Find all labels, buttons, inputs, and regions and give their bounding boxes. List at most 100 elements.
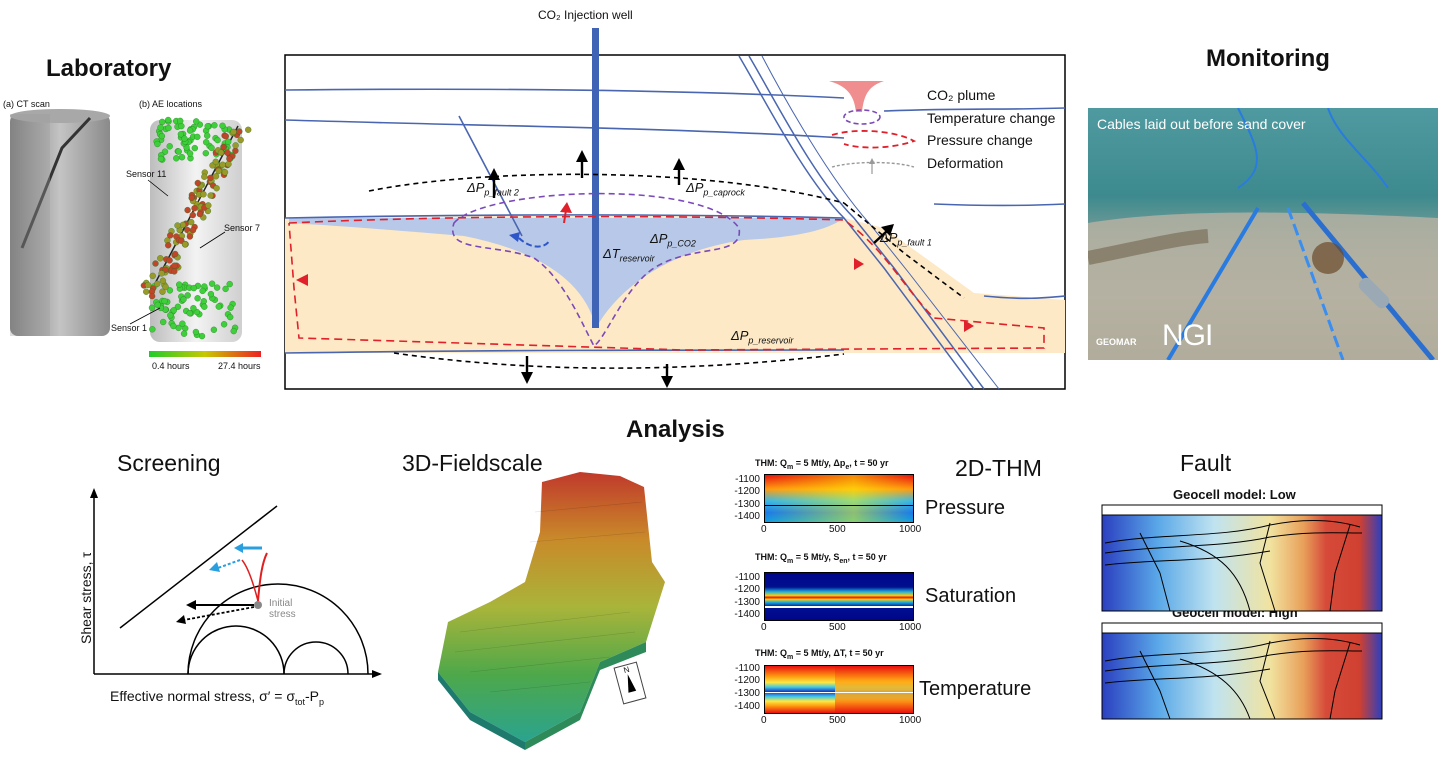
ae-event-dot <box>174 222 181 229</box>
ae-event-dot <box>191 205 198 212</box>
thm-pressure-x0: 0 <box>761 524 767 535</box>
ae-event-dot <box>201 303 208 310</box>
ae-cylinder <box>140 116 252 342</box>
monitoring-photo: Cables laid out before sand cover GEOMAR… <box>1088 108 1438 360</box>
ae-event-dot <box>227 313 234 321</box>
ae-event-dot <box>193 118 200 125</box>
ae-event-dot <box>213 185 220 192</box>
time-min-label: 0.4 hours <box>152 361 190 371</box>
ae-event-dot <box>181 135 188 142</box>
legend-pressure: Pressure change <box>927 132 1033 148</box>
ae-event-dot <box>207 290 215 298</box>
thm-temp-x1000: 1000 <box>899 715 922 726</box>
ae-event-dot <box>191 144 198 152</box>
ae-event-dot <box>159 118 166 126</box>
thm-sat-tick-1400: -1400 <box>734 609 760 620</box>
ae-event-dot <box>204 123 211 130</box>
ae-event-dot <box>154 140 161 148</box>
ae-event-dot <box>190 284 197 292</box>
ae-event-dot <box>222 285 229 293</box>
ae-event-dot <box>161 297 168 305</box>
ae-event-dot <box>152 260 159 267</box>
ae-event-dot <box>208 144 215 152</box>
ae-event-dot <box>165 242 172 249</box>
fieldscale-model <box>438 472 665 750</box>
ae-event-dot <box>157 155 165 163</box>
ae-event-dot <box>167 232 174 239</box>
thm-saturation-title: THM: Qm = 5 Mt/y, Sen, t = 50 yr <box>755 552 887 565</box>
ae-event-dot <box>217 149 225 156</box>
ae-event-dot <box>232 142 239 149</box>
ae-event-dot <box>160 318 167 326</box>
ae-event-dot <box>167 312 174 319</box>
ae-event-dot <box>215 303 222 310</box>
ae-event-dot <box>212 173 220 180</box>
ae-event-dot <box>170 322 177 330</box>
thm-temp-x0: 0 <box>761 715 767 726</box>
legend-plume: CO₂ plume <box>927 87 996 103</box>
thm-pressure-tick-1200: -1200 <box>734 486 760 497</box>
thm-saturation-line <box>765 606 913 608</box>
geocell-models <box>1101 504 1383 720</box>
sensor-11-label: Sensor 11 <box>126 169 167 179</box>
ae-event-dot <box>208 280 216 287</box>
ae-event-dot <box>201 173 208 180</box>
thm-pressure-tick-1100: -1100 <box>735 474 760 485</box>
thm-temp-tick-1300: -1300 <box>734 688 760 699</box>
ae-event-dot <box>158 270 165 277</box>
ae-event-dot <box>175 148 182 155</box>
ae-event-dot <box>219 122 226 129</box>
ae-event-dot <box>171 262 178 269</box>
monitoring-caption: Cables laid out before sand cover <box>1097 116 1306 132</box>
thm-pressure-title: THM: Qm = 5 Mt/y, Δpe, t = 50 yr <box>755 458 889 471</box>
thm-pressure-line <box>765 505 913 506</box>
ae-event-dot <box>199 287 206 295</box>
ct-scan-label: (a) CT scan <box>3 99 50 109</box>
ae-event-dot <box>232 147 239 154</box>
north-arrow-icon <box>623 673 637 693</box>
ct-scan-cylinder <box>10 109 110 336</box>
thm-pressure-tick-1400: -1400 <box>734 511 760 522</box>
ae-locations-label: (b) AE locations <box>139 99 203 109</box>
ae-event-dot <box>162 266 169 273</box>
ae-event-dot <box>211 122 218 129</box>
ae-event-dot <box>184 206 191 214</box>
mohr-circle-plot <box>90 488 382 678</box>
ae-event-dot <box>220 321 228 328</box>
label-dp-fault2: ΔPp_fault 2 <box>467 180 519 198</box>
thm-pressure-x500: 500 <box>829 524 846 535</box>
thm-sat-x500: 500 <box>829 622 846 633</box>
screening-x-label: Effective normal stress, σ′ = σtot-Pp <box>110 688 325 707</box>
temperature-legend-icon <box>843 109 881 125</box>
ae-event-dot <box>178 154 186 161</box>
thm-sat-tick-1100: -1100 <box>735 572 760 583</box>
sensor-1-label: Sensor 1 <box>111 323 148 333</box>
ae-event-dot <box>181 241 189 248</box>
geomar-logo: GEOMAR <box>1096 337 1137 347</box>
ae-event-dot <box>186 127 194 134</box>
ae-event-dot <box>200 298 207 305</box>
ae-event-dot <box>172 250 179 258</box>
ae-event-dot <box>203 139 210 146</box>
sensor-7-label: Sensor 7 <box>224 223 261 233</box>
ae-event-dot <box>196 210 204 218</box>
fieldscale-title: 3D-Fieldscale <box>402 450 543 476</box>
ae-event-dot <box>184 292 191 299</box>
thm-saturation-map <box>764 572 914 621</box>
thm-temperature-overlay <box>835 666 913 713</box>
reservoir-schematic <box>284 28 1066 390</box>
ae-event-dot <box>165 124 172 132</box>
thm-temp-tick-1400: -1400 <box>734 701 760 712</box>
pressure-legend-icon <box>831 130 917 149</box>
legend-deformation: Deformation <box>927 155 1004 171</box>
thm-sat-tick-1200: -1200 <box>734 584 760 595</box>
ae-event-dot <box>194 179 201 187</box>
ae-event-dot <box>210 326 218 333</box>
thm-sat-x0: 0 <box>761 622 767 633</box>
screening-y-label: Shear stress, τ <box>78 552 94 644</box>
monitoring-title: Monitoring <box>1206 45 1330 72</box>
ae-event-dot <box>144 281 152 289</box>
analysis-title: Analysis <box>626 416 725 443</box>
ae-event-dot <box>200 191 207 198</box>
geocell-low-title: Geocell model: Low <box>1173 487 1296 502</box>
